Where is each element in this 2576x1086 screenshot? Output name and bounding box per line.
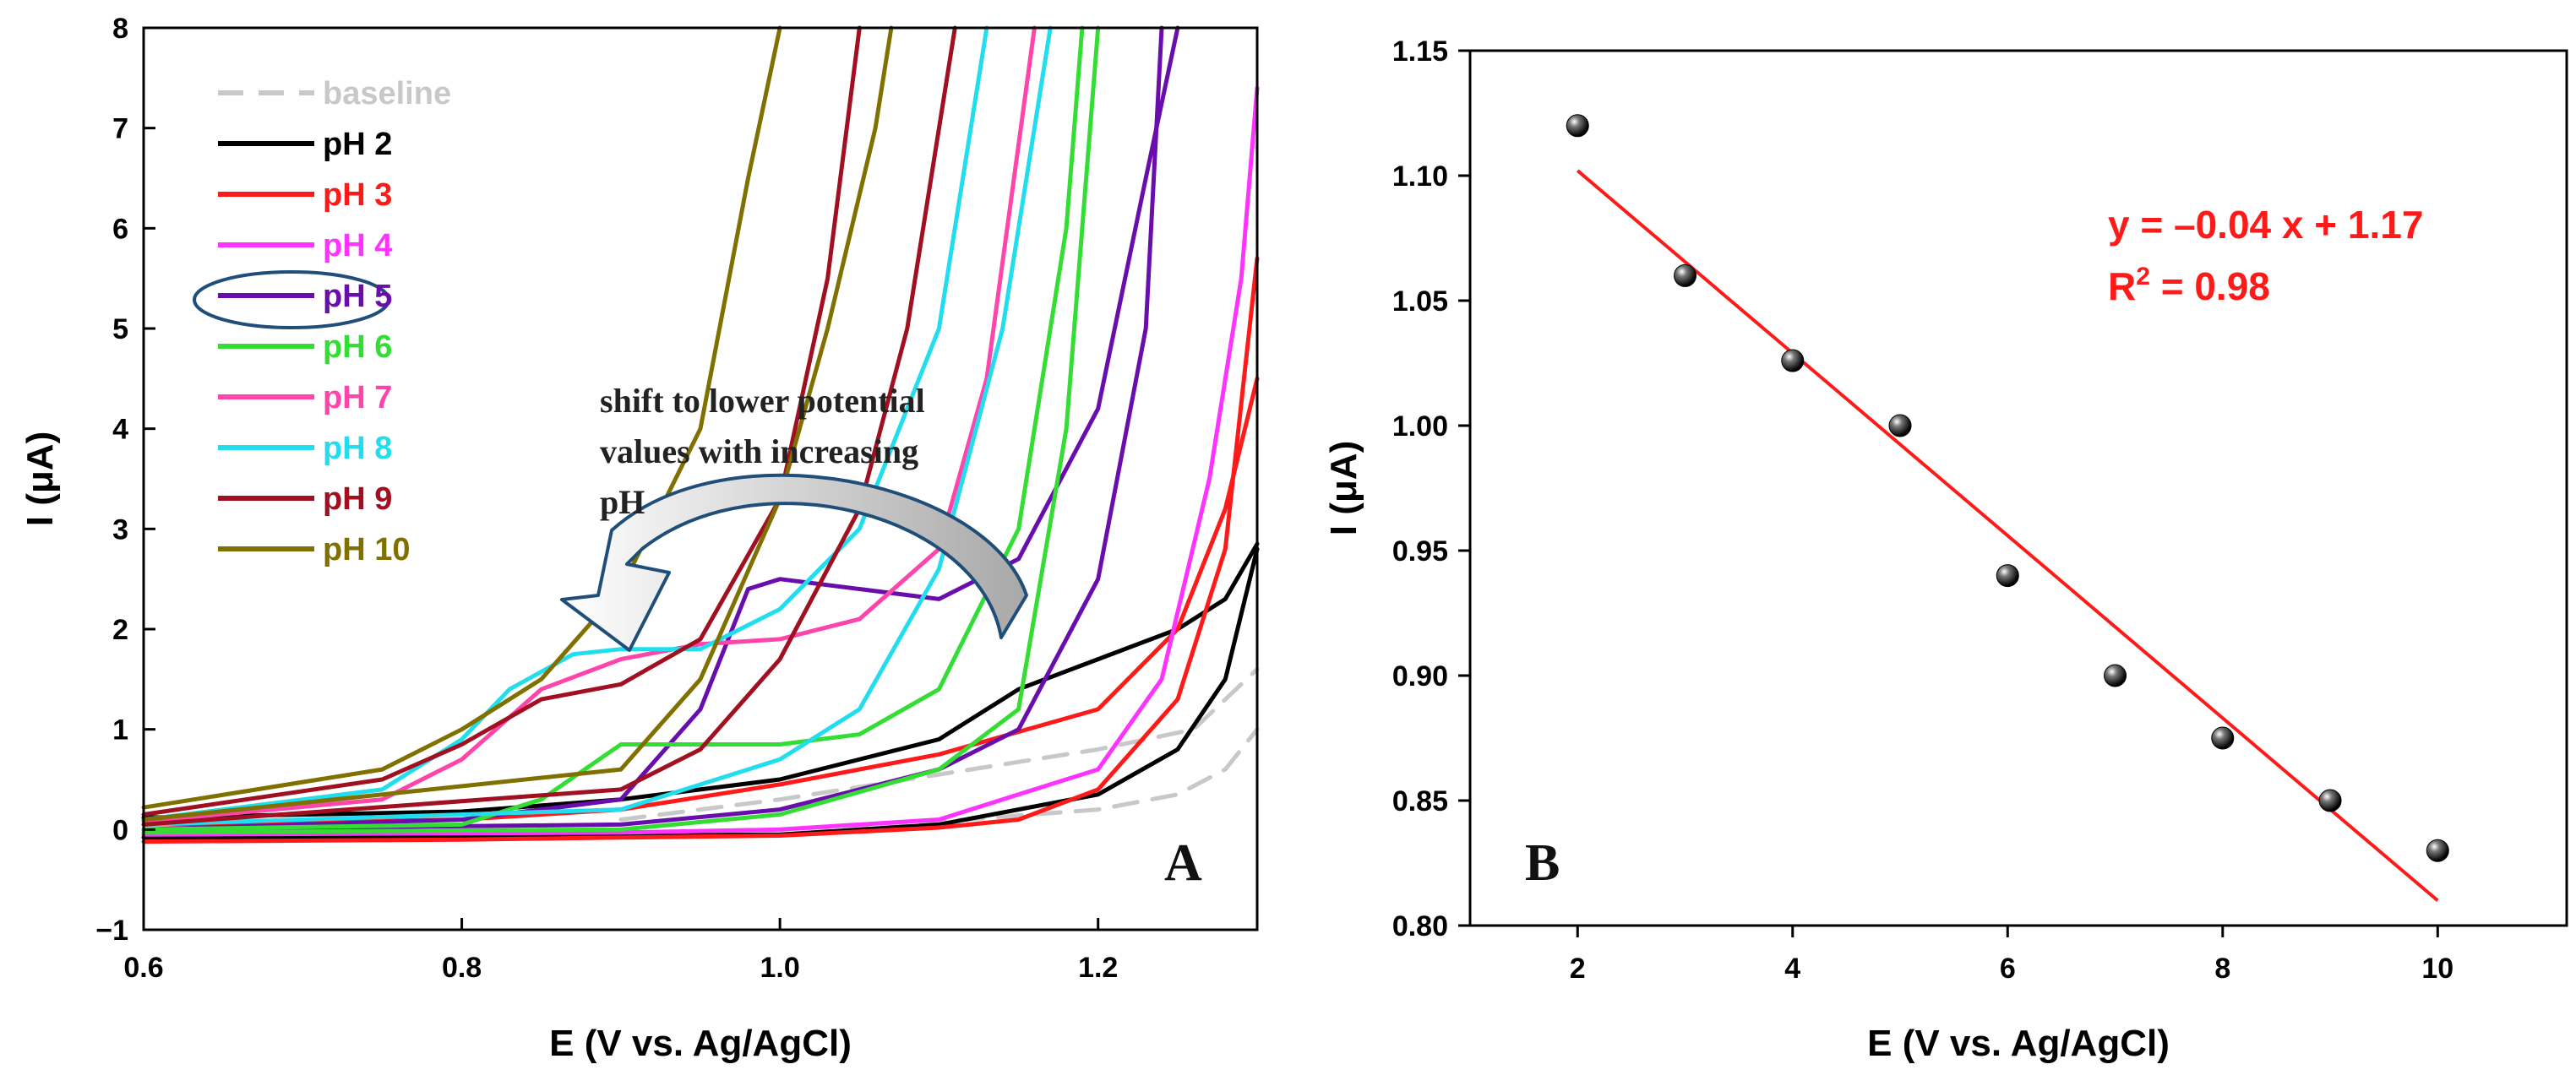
legend-label-ph-4: pH 4 bbox=[323, 228, 392, 263]
y-tick-label-a: 2 bbox=[112, 614, 128, 646]
legend-label-ph-6: pH 6 bbox=[323, 329, 392, 365]
curve-ph-9-14 bbox=[141, 25, 862, 817]
legend-label-ph-5: pH 5 bbox=[323, 279, 392, 314]
y-tick-label-b: 1.00 bbox=[1392, 410, 1448, 443]
x-tick-label-b: 8 bbox=[2214, 953, 2230, 985]
data-point bbox=[2104, 664, 2127, 687]
y-tick-label-b: 0.85 bbox=[1392, 785, 1448, 817]
curve-ph-3-5 bbox=[141, 376, 1260, 827]
data-point bbox=[1566, 114, 1589, 138]
curve-ph-6-9 bbox=[141, 25, 1085, 832]
x-axis-label-b: E (V vs. Ag/AgCl) bbox=[1867, 1023, 2170, 1064]
r-squared-value: = 0.98 bbox=[2150, 264, 2270, 308]
curve-ph-4-6 bbox=[141, 85, 1260, 837]
curve-ph-3-4 bbox=[141, 256, 1260, 844]
y-tick-label-a: 4 bbox=[112, 414, 128, 446]
r-squared-superscript: 2 bbox=[2136, 263, 2150, 291]
y-tick-label-a: 8 bbox=[112, 13, 128, 45]
curve-ph-10-17 bbox=[141, 25, 894, 822]
x-tick-label-b: 2 bbox=[1570, 953, 1586, 985]
r-squared-symbol: R bbox=[2108, 264, 2136, 308]
fit-line bbox=[1576, 169, 2439, 902]
y-tick-label-b: 0.95 bbox=[1392, 535, 1448, 567]
y-axis-label-b: I (μA) bbox=[1323, 441, 1364, 535]
y-tick-label-a: −1 bbox=[95, 915, 128, 947]
data-point bbox=[2211, 726, 2235, 750]
x-tick-label-a: 0.6 bbox=[123, 952, 163, 984]
legend-highlight-ellipse bbox=[193, 270, 390, 329]
y-tick-label-a: 6 bbox=[112, 213, 128, 245]
panel-label-a: A bbox=[1164, 834, 1202, 892]
x-tick-label-b: 4 bbox=[1784, 953, 1800, 985]
axes-b: 2 4 6 8 10 0.80 0.85 0.90 0.95 1.00 1.05 1.10 1.15 bbox=[1392, 35, 2453, 985]
legend-label-ph-2: pH 2 bbox=[323, 127, 392, 162]
data-point bbox=[1674, 263, 1697, 287]
curve-ph-10-16 bbox=[141, 25, 782, 810]
y-tick-label-b: 1.10 bbox=[1392, 160, 1448, 193]
panel-a: baseline pH 2 pH 3 pH 4 pH 5 pH 6 pH 7 pH 8 pH 9… bbox=[19, 13, 1260, 1064]
x-tick-label-a: 1.2 bbox=[1078, 952, 1118, 984]
r-squared: R2 = 0.98 bbox=[2108, 263, 2270, 308]
annotation-line-2: values with increasing bbox=[600, 432, 918, 470]
data-point bbox=[2426, 839, 2449, 862]
legend-label-ph-7: pH 7 bbox=[323, 380, 392, 415]
y-tick-label-a: 1 bbox=[112, 714, 128, 747]
legend-label-ph-8: pH 8 bbox=[323, 431, 392, 466]
x-tick-label-b: 10 bbox=[2421, 953, 2453, 985]
y-axis-label-a: I (μA) bbox=[19, 432, 61, 526]
legend: baseline pH 2 pH 3 pH 4 pH 5 pH 6 pH 7 pH 8 pH 9… bbox=[193, 76, 451, 567]
data-point bbox=[1888, 414, 1912, 437]
y-tick-label-b: 1.15 bbox=[1392, 35, 1448, 68]
y-tick-label-a: 7 bbox=[112, 113, 128, 145]
shift-arrow bbox=[560, 473, 1028, 652]
x-tick-label-b: 6 bbox=[2000, 953, 2016, 985]
data-point bbox=[1996, 564, 2019, 588]
curve-ph-9-15 bbox=[141, 25, 957, 827]
curve-ph-2-2 bbox=[141, 546, 1260, 840]
y-tick-label-a: 5 bbox=[112, 313, 128, 345]
curve-ph-5-8 bbox=[141, 25, 1164, 832]
curve-ph-8-13 bbox=[141, 25, 1053, 827]
plot-frame-a bbox=[142, 26, 1259, 931]
legend-label-ph-3: pH 3 bbox=[323, 177, 392, 213]
curve-baseline-1 bbox=[618, 667, 1260, 822]
axes-a: 0.6 0.8 1.0 1.2 −1 0 1 2 3 4 5 6 7 8 bbox=[95, 13, 1118, 984]
panel-b: 2 4 6 8 10 0.80 0.85 0.90 0.95 1.00 1.05 1.10 1.15 B… bbox=[1323, 35, 2568, 1064]
legend-label-ph-10: pH 10 bbox=[323, 532, 410, 567]
legend-label-baseline: baseline bbox=[323, 76, 451, 111]
legend-label-ph-9: pH 9 bbox=[323, 481, 392, 517]
y-tick-label-b: 0.80 bbox=[1392, 910, 1448, 942]
y-tick-label-a: 0 bbox=[112, 814, 128, 846]
panel-label-b: B bbox=[1525, 834, 1560, 892]
y-tick-label-b: 1.05 bbox=[1392, 285, 1448, 318]
data-point bbox=[2318, 789, 2342, 812]
x-tick-label-a: 0.8 bbox=[442, 952, 482, 984]
annotation-line-1: shift to lower potential bbox=[600, 382, 925, 420]
curve-ph-7-11 bbox=[141, 25, 1037, 824]
fit-equation: y = –0.04 x + 1.17 bbox=[2108, 203, 2423, 247]
x-axis-label-a: E (V vs. Ag/AgCl) bbox=[549, 1023, 852, 1064]
plot-frame-b bbox=[1468, 49, 2568, 927]
annotation-line-3: pH bbox=[600, 483, 645, 521]
curve-ph-8-12 bbox=[141, 25, 989, 822]
regression-line bbox=[1576, 169, 2439, 902]
data-point bbox=[1781, 349, 1805, 372]
y-tick-label-b: 0.90 bbox=[1392, 660, 1448, 692]
curve-ph-6-10 bbox=[141, 25, 1101, 835]
x-tick-label-a: 1.0 bbox=[760, 952, 800, 984]
curve-ph-2-3 bbox=[141, 541, 1260, 820]
curve-ph-5-7 bbox=[141, 25, 1180, 832]
data-points bbox=[1566, 114, 2449, 862]
y-tick-label-a: 3 bbox=[112, 513, 128, 546]
